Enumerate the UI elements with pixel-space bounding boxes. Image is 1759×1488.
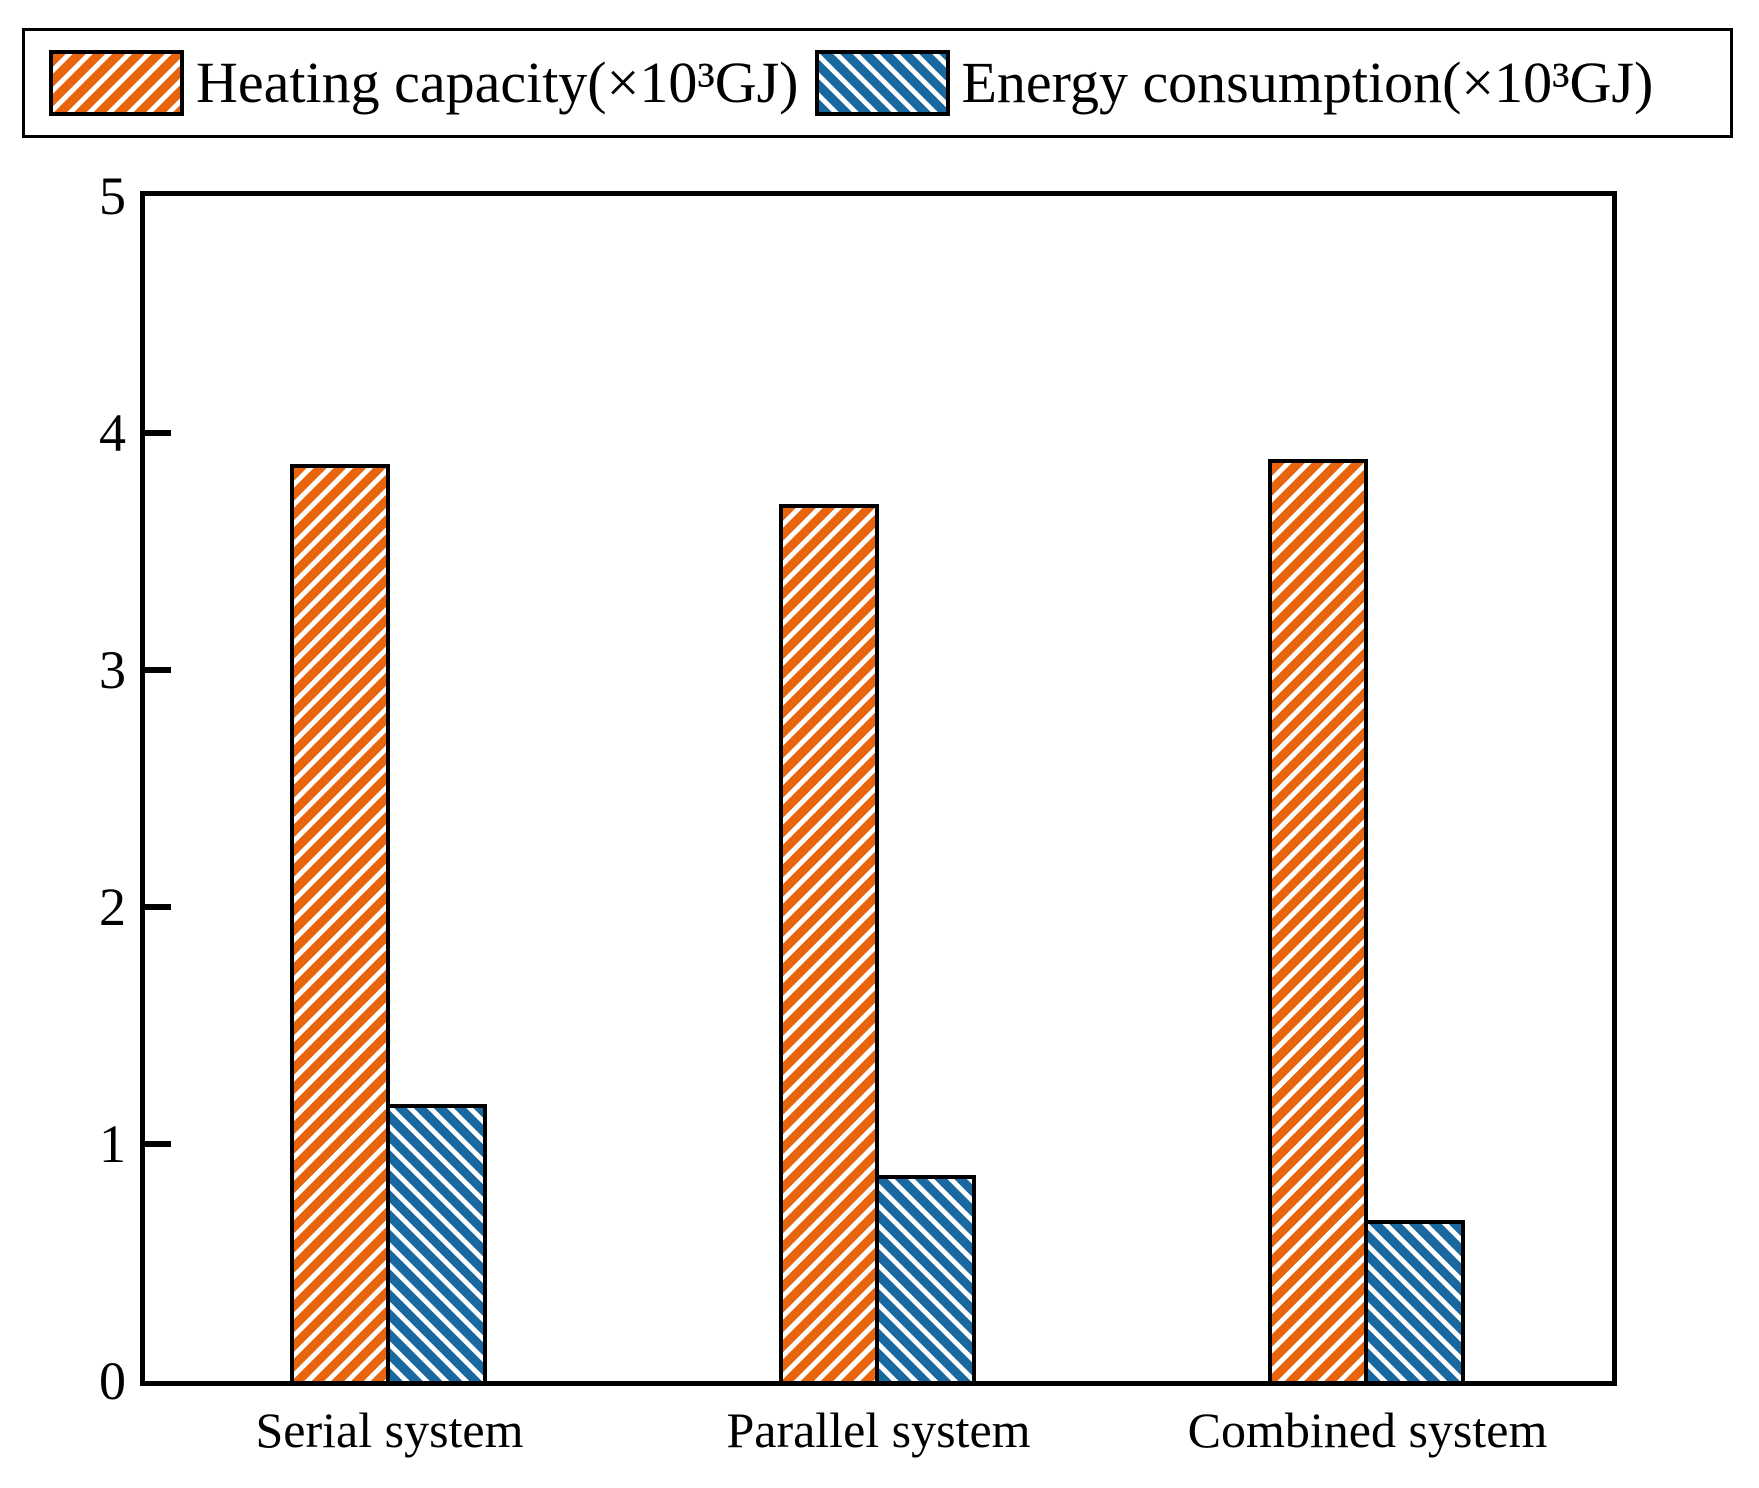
y-tick-mark xyxy=(145,1141,171,1147)
bar-heating-capacity xyxy=(289,464,390,1381)
legend-label: Heating capacity(×10³GJ) xyxy=(196,50,799,115)
bar-heating-capacity xyxy=(1267,459,1368,1381)
y-tick-mark xyxy=(145,904,171,910)
bar-energy-consumption xyxy=(874,1175,976,1381)
legend-item: Heating capacity(×10³GJ) xyxy=(49,50,815,116)
y-tick-mark xyxy=(145,430,171,436)
x-category-label: Serial system xyxy=(255,1402,524,1458)
orange-forward-hatch-icon xyxy=(49,50,184,116)
legend-label: Energy consumption(×10³GJ) xyxy=(961,50,1654,115)
x-category-label: Combined system xyxy=(1187,1402,1548,1458)
bar-energy-consumption xyxy=(385,1104,487,1381)
plot-frame xyxy=(140,191,1617,1386)
bar-heating-capacity xyxy=(778,504,879,1381)
y-tick-label: 4 xyxy=(99,403,126,463)
blue-backward-hatch-icon xyxy=(814,50,950,116)
y-tick-label: 2 xyxy=(99,877,126,937)
y-tick-label: 1 xyxy=(99,1114,126,1174)
y-tick-label: 5 xyxy=(99,166,126,226)
legend-item: Energy consumption(×10³GJ) xyxy=(814,50,1670,116)
y-tick-label: 0 xyxy=(99,1351,126,1411)
chart-legend: Heating capacity(×10³GJ) Energy consumpti… xyxy=(22,28,1733,138)
bar-energy-consumption xyxy=(1363,1220,1465,1381)
plot-area xyxy=(145,196,1612,1381)
x-category-label: Parallel system xyxy=(726,1402,1031,1458)
y-tick-label: 3 xyxy=(99,640,126,700)
y-tick-mark xyxy=(145,667,171,673)
